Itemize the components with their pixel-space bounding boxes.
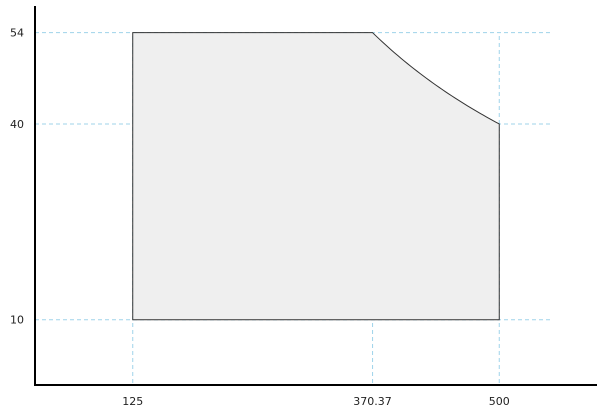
x-tick-label: 125 xyxy=(122,395,143,408)
y-tick-label: 10 xyxy=(10,314,24,327)
axes xyxy=(34,6,597,386)
x-tick-labels: 125 370.37 500 xyxy=(122,395,510,408)
x-tick-label: 500 xyxy=(489,395,510,408)
y-tick-label: 40 xyxy=(10,118,24,131)
y-tick-label: 54 xyxy=(10,27,24,40)
x-tick-label: 370.37 xyxy=(353,395,392,408)
operating-region-area xyxy=(132,32,500,321)
y-tick-labels: 10 40 54 xyxy=(10,27,24,327)
